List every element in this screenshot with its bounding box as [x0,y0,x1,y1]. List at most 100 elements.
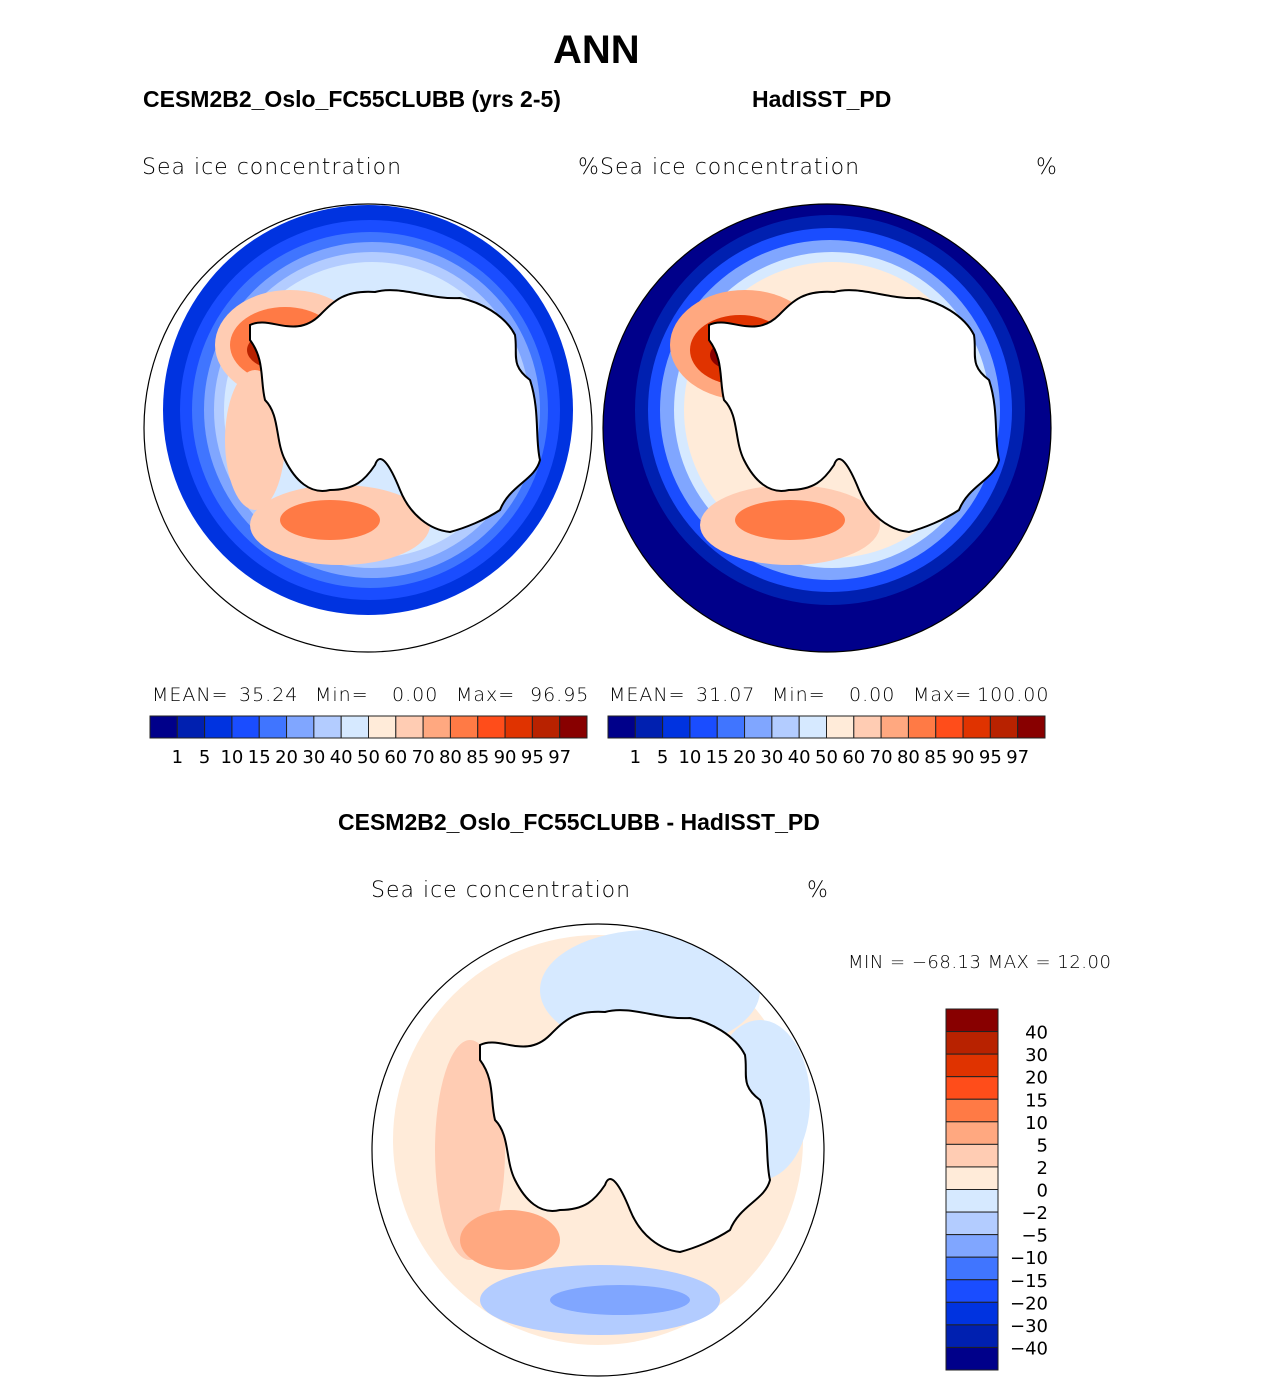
colorbar-box [945,1256,999,1281]
colorbar-label: 10 [678,747,701,768]
colorbar-label: 40 [330,747,353,768]
colorbar-label: 15 [706,747,729,768]
colorbar-label: 97 [1006,747,1029,768]
colorbar-box [662,715,691,739]
colorbar-box [449,715,479,739]
colorbar-box [945,1121,999,1145]
colorbar-box [945,1076,999,1100]
right-max-label: Max= [913,684,973,706]
colorbar-label: 1 [172,747,183,768]
colorbar-box [945,1053,999,1078]
left-max-value: 96.95 [530,684,590,706]
colorbar-label: 50 [357,747,380,768]
colorbar-box [945,1143,999,1168]
colorbar-label: 2 [1037,1158,1048,1179]
difference-units-label: % [807,878,829,903]
colorbar-box [559,715,588,739]
colorbar-label: 85 [466,747,489,768]
colorbar-label: 5 [1037,1135,1048,1156]
colorbar-box [945,1211,999,1236]
right-min-label: Min= [772,684,826,706]
colorbar-label: 20 [733,747,756,768]
colorbar-label: 30 [1025,1045,1048,1066]
left-mean-value: 35.24 [239,684,299,706]
colorbar-box [340,715,369,739]
colorbar-label: 10 [220,747,243,768]
left-variable-label: Sea ice concentration [142,155,403,180]
left-min-value: 0.00 [392,684,439,706]
colorbar-box [880,715,909,739]
colorbar-label: 70 [412,747,435,768]
colorbar-label: −2 [1021,1203,1048,1224]
right-max-value: 100.00 [977,684,1050,706]
left-units-label: % [578,155,600,180]
colorbar-label: 15 [1025,1090,1048,1111]
right-colorbar: 1 5 10 15 20 30 40 50 60 70 80 85 90 95 97 [607,715,1046,768]
colorbar-label: 40 [788,747,811,768]
colorbar-label: 90 [494,747,517,768]
right-mean-value: 31.07 [696,684,756,706]
right-min-value: 0.00 [849,684,896,706]
colorbar-box [945,1189,999,1213]
colorbar-label: −30 [1010,1316,1048,1337]
colorbar-box [945,1166,999,1190]
colorbar-box [313,715,342,739]
colorbar-label: 70 [870,747,893,768]
colorbar-box [744,715,773,739]
colorbar-box [504,715,533,739]
colorbar-box [945,1346,999,1371]
right-variable-label: Sea ice concentration [600,155,861,180]
colorbar-box [176,715,206,739]
left-panel-title: CESM2B2_Oslo_FC55CLUBB (yrs 2-5) [143,86,561,112]
right-units-label: % [1036,155,1058,180]
left-max-label: Max= [456,684,516,706]
colorbar-box [962,715,991,739]
colorbar-box [1017,715,1046,739]
colorbar-box [286,715,315,739]
colorbar-label: −10 [1010,1248,1048,1269]
colorbar-label: 50 [815,747,838,768]
left-min-label: Min= [315,684,369,706]
colorbar-box [231,715,260,739]
colorbar-box [945,1279,999,1303]
colorbar-label: 60 [384,747,407,768]
colorbar-label: 85 [924,747,947,768]
colorbar-label: 20 [1025,1068,1048,1089]
colorbar-box [945,1098,999,1123]
colorbar-box [149,715,178,739]
difference-min-max: MIN = −68.13 MAX = 12.00 [848,952,1112,973]
colorbar-label: 30 [760,747,783,768]
colorbar-label: 1 [630,747,641,768]
figure-title: ANN [553,28,640,72]
colorbar-box [989,715,1019,739]
colorbar-box [368,715,397,739]
colorbar-label: −15 [1010,1271,1048,1292]
left-colorbar: 1 5 10 15 20 30 40 50 60 70 80 85 90 95 97 [149,715,588,768]
colorbar-box [945,1234,999,1258]
colorbar-label: 80 [897,747,920,768]
colorbar-box [204,715,233,739]
colorbar-box [422,715,451,739]
colorbar-box [945,1008,999,1033]
colorbar-label: 5 [657,747,668,768]
colorbar-box [935,715,964,739]
colorbar-box [634,715,664,739]
colorbar-label: 10 [1025,1113,1048,1134]
colorbar-box [945,1031,999,1055]
colorbar-box [771,715,800,739]
difference-variable-label: Sea ice concentration [371,878,632,903]
colorbar-box [826,715,855,739]
colorbar-box [395,715,424,739]
colorbar-label: 30 [302,747,325,768]
difference-panel-title: CESM2B2_Oslo_FC55CLUBB - HadISST_PD [338,809,820,835]
colorbar-box [853,715,882,739]
right-panel-title: HadISST_PD [752,86,892,112]
colorbar-box [531,715,561,739]
colorbar-label: 20 [275,747,298,768]
colorbar-box [945,1324,999,1348]
colorbar-label: −40 [1010,1338,1048,1359]
colorbar-label: 80 [439,747,462,768]
colorbar-label: −5 [1021,1226,1048,1247]
colorbar-label: 5 [199,747,210,768]
